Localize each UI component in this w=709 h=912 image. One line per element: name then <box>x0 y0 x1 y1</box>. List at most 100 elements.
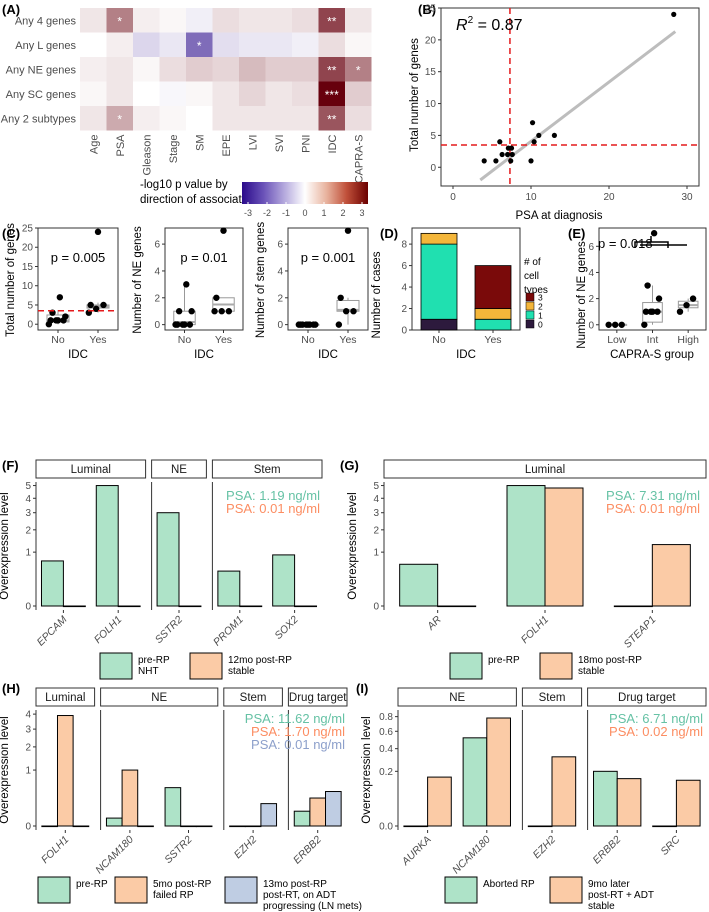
heatmap-row-labels: Any 4 genes Any L genes Any NE genes Any SC… <box>1 15 77 125</box>
panel-d: (D) 0 2 4 6 8 No Yes Number of cases IDC # of … <box>371 226 548 361</box>
h-legend-label: pre-RP <box>76 879 108 890</box>
heatmap-cell <box>106 106 133 131</box>
d-bar-segment <box>420 318 458 331</box>
i-strip <box>397 687 517 707</box>
c2-point <box>211 308 218 315</box>
i-strip-label: Drug target <box>618 692 676 704</box>
c3-point <box>335 321 343 328</box>
d-xtick-label: Yes <box>484 334 501 346</box>
f-ytick-label: 3 <box>25 508 31 519</box>
h-bar <box>105 817 123 827</box>
c1-ytick-label: 20 <box>22 243 34 254</box>
heatmap-cell <box>318 81 345 106</box>
c-xlabel: IDC <box>194 349 214 361</box>
f-gene-label: EPCAM <box>35 613 70 648</box>
f-strip-label: Luminal <box>71 464 111 476</box>
heatmap-cell <box>212 106 239 131</box>
heatmap-cell <box>292 57 319 82</box>
heatmap-cell <box>265 106 292 131</box>
g-gene-label: STEAP1 <box>621 614 658 651</box>
c1-point <box>62 313 69 320</box>
f-psa-label: PSA: 1.19 ng/ml <box>226 488 320 503</box>
stacked-bar-chart: 0 2 4 6 8 No Yes <box>401 227 521 346</box>
b-point <box>505 151 511 158</box>
heatmap-cell <box>212 57 239 82</box>
c2-point <box>183 281 190 288</box>
i-psa-label: PSA: 6.71 ng/ml <box>609 711 703 726</box>
f-bar <box>217 570 241 607</box>
c2-ytick-label: 4 <box>154 266 160 277</box>
heatmap-cell <box>292 81 319 106</box>
h-bar <box>325 791 342 827</box>
e-boxplot: 0 2 4 6 Low Int High <box>588 227 707 346</box>
c1-point <box>47 317 54 324</box>
c3-xtick-label: No <box>301 334 315 346</box>
c3-ytick-label: 0 <box>277 320 283 331</box>
i-bar <box>652 825 677 828</box>
g-legend-swatch <box>449 652 483 680</box>
h-bar <box>244 825 262 828</box>
c-xlabel: IDC <box>68 349 88 361</box>
legend-tick-label: -2 <box>263 208 271 218</box>
d-legend-title-2: cell <box>524 271 539 282</box>
h-gene-label: FOLH1 <box>39 834 71 866</box>
h-strip <box>287 687 348 707</box>
d-legend-swatch <box>525 292 535 302</box>
i-strip-label: NE <box>449 692 465 704</box>
heatmap-star: * <box>117 14 122 28</box>
h-bar <box>72 825 90 828</box>
b-point <box>499 151 505 158</box>
h-psa-label: PSA: 1.70 ng/ml <box>251 724 345 739</box>
r2-superscript: 2 <box>468 15 474 26</box>
panel-f: (F) Overexpression level 0 1 2 3 4 5 Luminal EPCA… <box>0 458 323 680</box>
panel-b-label: (B) <box>418 2 436 17</box>
d-bar-segment <box>420 243 458 320</box>
heatmap-star: * <box>356 63 361 77</box>
heatmap-row-label: Any NE genes <box>6 64 77 76</box>
e-point <box>689 295 697 302</box>
c2-point <box>188 308 195 315</box>
e-point <box>683 301 690 309</box>
i-ytick-label: 0.0 <box>379 822 393 833</box>
b-point <box>536 132 542 139</box>
c3-point <box>344 227 352 234</box>
h-ylabel: Overexpression level <box>0 716 11 823</box>
heatmap-col-label: EPE <box>221 135 233 157</box>
overexpression-panels: (F) Overexpression level 0 1 2 3 4 5 Luminal EPCA… <box>0 458 707 912</box>
c3-xtick-label: Yes <box>339 334 356 346</box>
c2-xtick-label: Yes <box>215 334 232 346</box>
heatmap-cell <box>133 8 160 33</box>
heatmap-legend-ticks: -3 -2 -1 0 1 2 3 <box>244 202 365 218</box>
c1-ytick-label: 5 <box>27 300 33 311</box>
heatmap-cell <box>318 8 345 33</box>
heatmap-cell <box>159 106 186 131</box>
c1-border <box>37 227 119 331</box>
panel-e-label: (E) <box>568 226 585 241</box>
i-legend-swatch <box>444 876 478 904</box>
d-ytick-label: 4 <box>401 283 407 294</box>
f-gene-label: SSTR2 <box>153 614 186 647</box>
c1-point <box>87 301 94 309</box>
heatmap-cell <box>212 81 239 106</box>
heatmap-cell <box>159 57 186 82</box>
f-ytick-label: 5 <box>25 481 31 492</box>
heatmap-cell <box>239 81 266 106</box>
heatmap-cell <box>80 57 107 82</box>
legend-tick-label: 3 <box>359 208 364 218</box>
b-ytick-label: 15 <box>425 67 437 78</box>
c2-point <box>225 308 233 315</box>
i-gene-label: AURKA <box>399 834 434 869</box>
b-point <box>508 145 515 151</box>
f-bar <box>178 605 202 608</box>
c3-ytick-label: 4 <box>277 266 283 277</box>
c3-ytick-label: 2 <box>277 293 283 304</box>
panel-g: (G) Overexpression level 0 1 2 3 4 5 Luminal AR FO… <box>340 458 707 680</box>
heatmap-cell <box>292 106 319 131</box>
heatmap-cell <box>265 8 292 33</box>
h-bar <box>195 825 213 828</box>
i-ytick-label: 0.6 <box>379 727 393 738</box>
i-bar <box>675 779 701 827</box>
